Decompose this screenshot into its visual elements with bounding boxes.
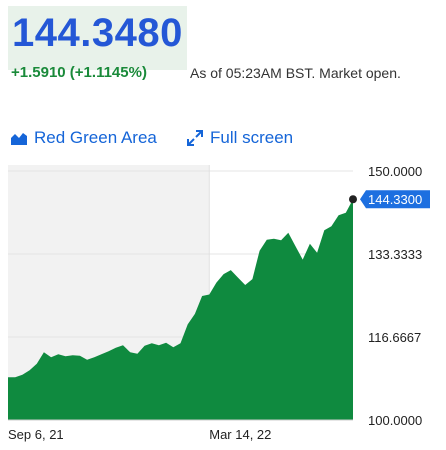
x-tick-label: Sep 6, 21 <box>8 427 64 442</box>
last-price-marker: 144.3300 <box>349 190 430 209</box>
market-status: As of 05:23AM BST. Market open. <box>190 65 401 81</box>
y-axis-ticks: 150.0000 133.3333 116.6667 100.0000 <box>368 164 422 428</box>
chart-type-button[interactable]: Red Green Area <box>11 128 157 148</box>
y-tick-label: 133.3333 <box>368 247 422 262</box>
y-tick-label: 100.0000 <box>368 413 422 428</box>
chart-type-label: Red Green Area <box>34 128 157 147</box>
last-price-dot <box>349 195 357 204</box>
expand-arrows-icon <box>187 130 203 146</box>
x-tick-label: Mar 14, 22 <box>209 427 271 442</box>
price-highlight: 144.3480 <box>8 6 187 70</box>
y-tick-label: 150.0000 <box>368 164 422 179</box>
fullscreen-button[interactable]: Full screen <box>187 128 293 148</box>
price-change: +1.5910 (+1.1145%) <box>11 64 147 81</box>
current-price: 144.3480 <box>12 11 183 55</box>
y-tick-label: 116.6667 <box>368 330 421 345</box>
price-area <box>8 199 353 420</box>
last-price-tag <box>360 190 430 209</box>
last-price-label: 144.3300 <box>368 192 422 207</box>
x-axis-ticks: Sep 6, 21 Mar 14, 22 <box>8 427 271 442</box>
fullscreen-label: Full screen <box>210 128 294 147</box>
area-chart-icon <box>11 132 27 145</box>
